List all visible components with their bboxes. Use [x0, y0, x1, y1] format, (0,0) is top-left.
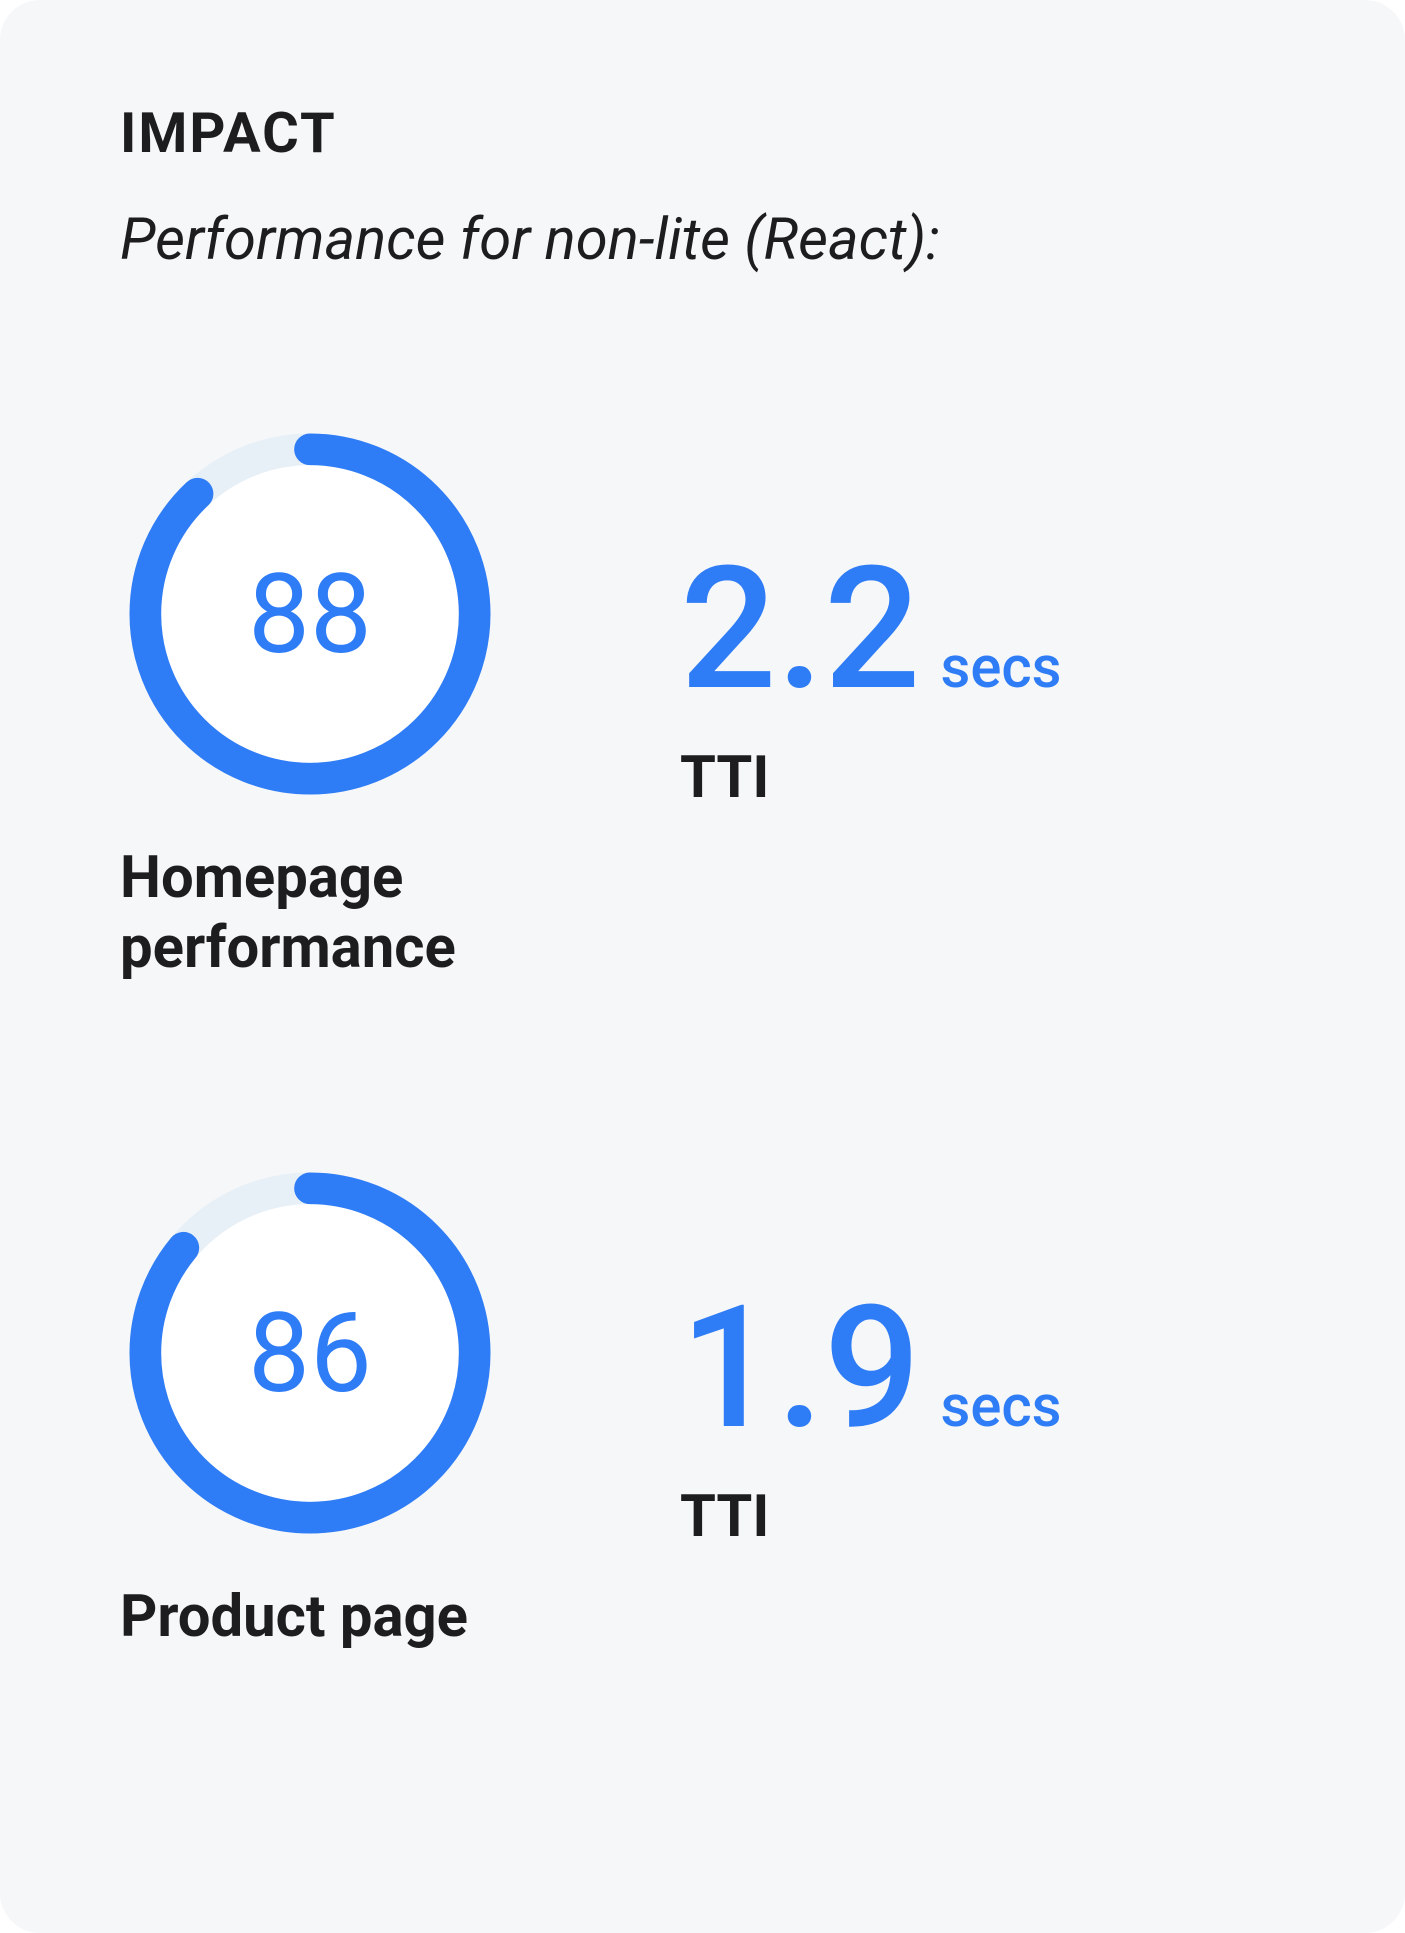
- tti-block-homepage: 2.2 secs TTI: [680, 424, 1062, 812]
- card-subtitle: Performance for non-lite (React):: [120, 206, 1285, 274]
- tti-unit: secs: [940, 1373, 1061, 1441]
- gauge-label: Product page: [120, 1583, 468, 1653]
- performance-gauge-homepage: 88: [120, 424, 500, 804]
- gauge-block-homepage: 88 Homepage performance: [120, 424, 560, 983]
- gauge-score-value: 86: [120, 1163, 500, 1543]
- metric-row-product: 86 Product page 1.9 secs TTI: [120, 1163, 1285, 1653]
- tti-value-line: 2.2 secs: [680, 544, 1062, 714]
- tti-label: TTI: [680, 1483, 1062, 1551]
- gauge-label: Homepage performance: [120, 844, 540, 983]
- card-title: IMPACT: [120, 100, 1285, 166]
- tti-value: 2.2: [680, 544, 920, 714]
- metric-row-homepage: 88 Homepage performance 2.2 secs TTI: [120, 424, 1285, 983]
- tti-label: TTI: [680, 744, 1062, 812]
- tti-value: 1.9: [680, 1283, 920, 1453]
- performance-gauge-product: 86: [120, 1163, 500, 1543]
- tti-value-line: 1.9 secs: [680, 1283, 1062, 1453]
- tti-block-product: 1.9 secs TTI: [680, 1163, 1062, 1551]
- impact-card: IMPACT Performance for non-lite (React):…: [0, 0, 1405, 1933]
- tti-unit: secs: [940, 634, 1061, 702]
- gauge-score-value: 88: [120, 424, 500, 804]
- gauge-block-product: 86 Product page: [120, 1163, 560, 1653]
